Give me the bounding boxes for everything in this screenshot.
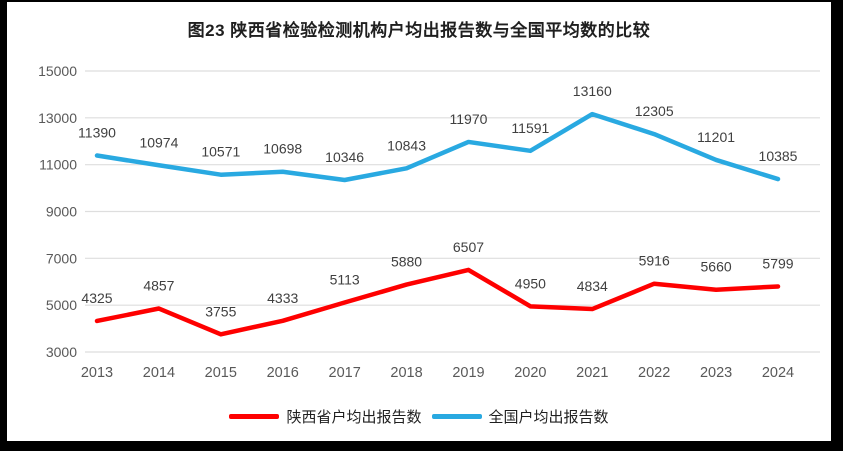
chart-title: 图23 陕西省检验检测机构户均出报告数与全国平均数的比较: [187, 21, 651, 40]
data-point-label: 4333: [267, 290, 298, 306]
legend-label-national: 全国户均出报告数: [488, 409, 609, 426]
data-point-label: 10385: [759, 148, 798, 164]
series-line-0: [94, 267, 781, 337]
data-point-label: 4857: [143, 278, 174, 294]
y-tick-label: 7000: [46, 250, 77, 266]
y-tick-label: 5000: [46, 297, 77, 313]
y-tick-label: 13000: [38, 110, 77, 126]
data-point-label: 5916: [639, 253, 670, 269]
data-point-label: 11591: [511, 120, 549, 136]
data-point-label: 12305: [635, 103, 674, 119]
x-tick-label: 2015: [205, 365, 237, 381]
data-point-label: 5660: [701, 259, 732, 275]
legend-label-shaanxi: 陕西省户均出报告数: [286, 409, 422, 426]
data-point-label: 13160: [573, 83, 612, 99]
data-point-label: 10571: [201, 144, 240, 160]
x-tick-label: 2020: [514, 365, 546, 381]
data-point-label: 4325: [81, 290, 112, 306]
x-tick-label: 2018: [390, 365, 422, 381]
y-tick-label: 3000: [46, 344, 77, 360]
data-point-label: 3755: [205, 303, 236, 319]
x-tick-label: 2022: [638, 365, 670, 381]
legend-swatch-shaanxi: [229, 414, 280, 419]
data-point-label: 10698: [263, 141, 302, 157]
x-tick-label: 2013: [81, 365, 113, 381]
data-point-label: 11201: [697, 129, 735, 145]
x-tick-label: 2024: [762, 365, 794, 381]
data-point-label: 11390: [78, 125, 116, 141]
data-point-label: 4834: [577, 278, 608, 294]
x-tick-label: 2019: [452, 365, 484, 381]
legend-item-shaanxi: 陕西省户均出报告数: [229, 406, 422, 427]
data-point-label: 10346: [325, 149, 364, 165]
x-tick-label: 2016: [267, 365, 299, 381]
chart-canvas: 3000 5000 7000 9000 11000 13000 15000 2013 2014 2…: [38, 63, 820, 381]
legend-item-national: 全国户均出报告数: [431, 406, 609, 427]
x-tick-label: 2017: [329, 365, 361, 381]
data-point-label: 11970: [450, 111, 488, 127]
data-point-label: 10974: [139, 134, 178, 150]
y-tick-label: 15000: [38, 63, 77, 79]
data-point-label: 5799: [762, 255, 793, 271]
y-tick-label: 11000: [39, 157, 77, 173]
data-point-label: 6507: [453, 239, 484, 255]
data-point-label: 5880: [391, 254, 422, 270]
x-tick-label: 2023: [700, 365, 732, 381]
data-point-label: 4950: [515, 275, 546, 291]
data-point-label: 5113: [330, 272, 360, 288]
legend: 陕西省户均出报告数 全国户均出报告数: [7, 394, 831, 439]
chart-container: 图23 陕西省检验检测机构户均出报告数与全国平均数的比较 3000 5000 700…: [7, 2, 831, 441]
x-tick-label: 2021: [576, 365, 608, 381]
y-tick-label: 9000: [46, 204, 77, 220]
x-tick-label: 2014: [143, 365, 175, 381]
legend-swatch-national: [431, 414, 482, 419]
data-point-label: 10843: [387, 137, 426, 153]
series-line-1: [94, 111, 781, 183]
